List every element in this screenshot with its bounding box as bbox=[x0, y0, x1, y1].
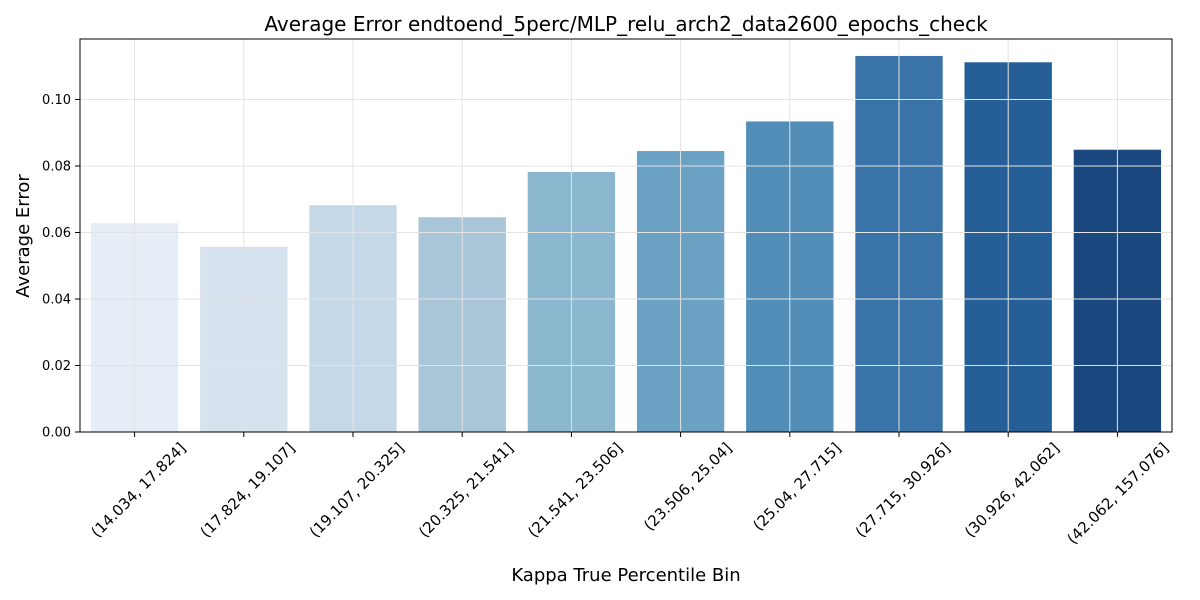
y-tick-label: 0.08 bbox=[42, 160, 71, 175]
x-tick-label: (23.506, 25.04] bbox=[640, 439, 735, 534]
x-tick-label: (20.325, 21.541] bbox=[415, 439, 517, 541]
y-tick-label: 0.10 bbox=[42, 93, 71, 108]
x-tick-label: (30.926, 42.062] bbox=[961, 439, 1063, 541]
x-tick-label: (17.824, 19.107] bbox=[197, 439, 299, 541]
y-tick-label: 0.02 bbox=[42, 359, 71, 374]
x-axis-label: Kappa True Percentile Bin bbox=[511, 565, 740, 586]
y-axis-ticks: 0.00 0.02 0.04 0.06 0.08 0.10 bbox=[42, 93, 80, 441]
y-tick-label: 0.04 bbox=[42, 293, 71, 308]
bar-layer bbox=[90, 55, 1162, 433]
x-tick-label: (21.541, 23.506] bbox=[524, 439, 626, 541]
x-tick-label: (19.107, 20.325] bbox=[306, 439, 408, 541]
x-tick-label: (25.04, 27.715] bbox=[749, 439, 844, 534]
grid-layer bbox=[80, 39, 1172, 433]
y-axis-label: Average Error bbox=[13, 174, 34, 298]
chart-title: Average Error endtoend_5perc/MLP_relu_ar… bbox=[264, 12, 988, 36]
x-tick-label: (14.034, 17.824] bbox=[87, 439, 189, 541]
x-tick-label: (42.062, 157.076] bbox=[1063, 439, 1172, 548]
x-tick-label: (27.715, 30.926] bbox=[852, 439, 954, 541]
y-tick-label: 0.06 bbox=[42, 226, 71, 241]
x-axis-ticks: (14.034, 17.824] (17.824, 19.107] (19.107,… bbox=[87, 432, 1172, 548]
y-tick-label: 0.00 bbox=[42, 426, 71, 441]
plot-frame bbox=[79, 38, 1173, 433]
